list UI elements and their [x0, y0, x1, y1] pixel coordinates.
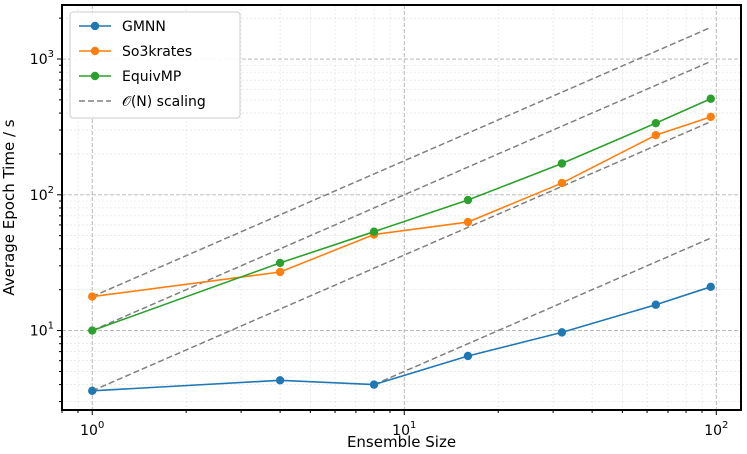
data-point-gmnn	[369, 380, 379, 389]
x-tick-label: 100	[80, 420, 104, 439]
x-axis-label: Ensemble Size	[347, 433, 456, 451]
data-point-so3krates	[557, 178, 567, 188]
linear-scaling-reference-line	[91, 26, 712, 298]
legend-box	[69, 11, 241, 119]
data-point-so3krates	[463, 217, 473, 227]
data-point-equivmp	[369, 227, 379, 236]
x-tick-label: 101	[392, 420, 416, 439]
series-group	[88, 94, 715, 396]
reference-lines	[91, 26, 712, 392]
data-point-equivmp	[463, 195, 473, 205]
data-point-gmnn	[706, 282, 715, 292]
data-point-so3krates	[88, 292, 97, 301]
data-point-so3krates	[275, 267, 285, 277]
data-point-gmnn	[88, 386, 97, 396]
data-point-gmnn	[557, 328, 567, 337]
linear-scaling-reference-line	[91, 120, 712, 392]
y-tick-label: 103	[30, 49, 54, 68]
linear-scaling-reference-line	[373, 237, 712, 386]
legend-marker	[90, 71, 100, 81]
series-line-gmnn	[92, 286, 712, 392]
legend-label: GMNN	[122, 19, 166, 35]
legend: GMNN So3krates EquivMP 𝒪(N) scaling	[69, 11, 241, 119]
data-point-equivmp	[88, 326, 97, 335]
data-point-gmnn	[275, 376, 285, 385]
data-point-equivmp	[651, 118, 661, 128]
y-tick-label: 102	[30, 185, 54, 204]
data-point-gmnn	[651, 300, 661, 309]
y-tick-label: 101	[30, 321, 54, 340]
data-point-so3krates	[651, 130, 661, 140]
series-line-equivmp	[91, 98, 712, 332]
linear-scaling-reference-line	[91, 60, 712, 332]
data-point-equivmp	[706, 94, 715, 103]
x-tick-label: 102	[704, 420, 728, 439]
data-point-equivmp	[275, 258, 285, 268]
data-point-equivmp	[557, 159, 567, 168]
legend-label: EquivMP	[122, 69, 181, 85]
y-axis-label: Average Epoch Time / s	[0, 119, 18, 295]
legend-label: So3krates	[122, 44, 192, 60]
series-line-so3krates	[92, 116, 712, 298]
legend-marker	[90, 21, 100, 31]
data-point-gmnn	[463, 351, 473, 361]
legend-marker	[90, 46, 100, 56]
legend-label: 𝒪(N) scaling	[122, 94, 206, 110]
axis-ticks: 100 101 102 101 102 103	[30, 17, 728, 439]
data-point-so3krates	[706, 112, 715, 122]
